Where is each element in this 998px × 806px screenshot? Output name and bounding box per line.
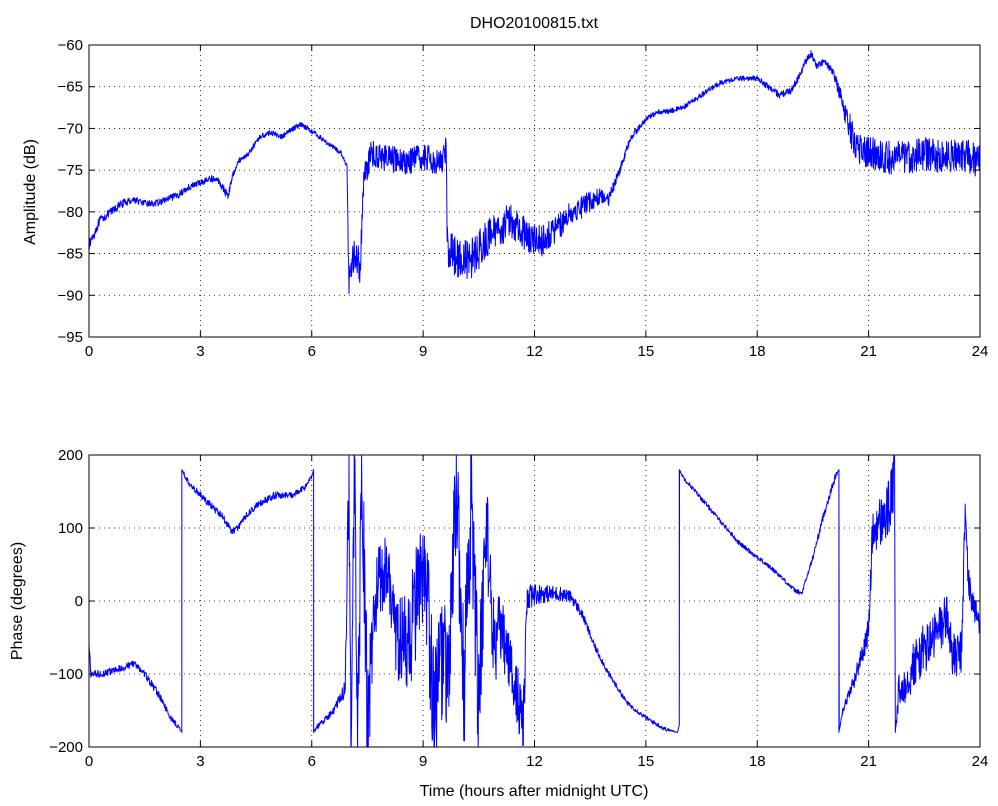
y-tick-label: −80 xyxy=(58,204,83,221)
x-tick-label: 12 xyxy=(526,343,543,360)
y-tick-label: −65 xyxy=(58,79,83,96)
x-tick-label: 18 xyxy=(749,343,766,360)
phase-axis-label: Phase (degrees) xyxy=(9,542,26,660)
x-tick-label: 0 xyxy=(85,753,93,770)
x-tick-label: 9 xyxy=(419,343,427,360)
chart-title: DHO20100815.txt xyxy=(470,15,599,32)
y-tick-label: 100 xyxy=(58,520,83,537)
amplitude-series-line xyxy=(88,49,981,295)
x-tick-label: 21 xyxy=(860,343,877,360)
x-tick-label: 3 xyxy=(196,343,204,360)
y-tick-label: −85 xyxy=(58,246,83,263)
phase-panel: 0 3 6 9 12 15 18 21 24 −200 −100 0 100 200 xyxy=(49,447,988,770)
y-tick-label: −95 xyxy=(58,329,83,346)
x-tick-label: 6 xyxy=(308,343,316,360)
y-tick-label: −60 xyxy=(58,37,83,54)
x-tick-label: 15 xyxy=(638,343,655,360)
x-tick-label: 21 xyxy=(860,753,877,770)
x-tick-label: 18 xyxy=(749,753,766,770)
x-tick-label: 24 xyxy=(972,343,989,360)
x-tick-label: 24 xyxy=(972,753,989,770)
y-tick-label: −90 xyxy=(58,287,83,304)
y-tick-label: −75 xyxy=(58,162,83,179)
y-tick-label: −70 xyxy=(58,120,83,137)
x-tick-label: 0 xyxy=(85,343,93,360)
x-tick-label: 9 xyxy=(419,753,427,770)
phase-series-line xyxy=(88,454,981,748)
x-tick-label: 6 xyxy=(308,753,316,770)
time-axis-label: Time (hours after midnight UTC) xyxy=(420,783,649,800)
y-tick-label: −200 xyxy=(49,739,83,756)
y-tick-label: 0 xyxy=(75,593,83,610)
x-tick-label: 12 xyxy=(526,753,543,770)
y-tick-label: −100 xyxy=(49,666,83,683)
x-tick-label: 15 xyxy=(638,753,655,770)
x-tick-label: 3 xyxy=(196,753,204,770)
amplitude-axis-label: Amplitude (dB) xyxy=(22,139,39,245)
amplitude-panel: 0 3 6 9 12 15 18 21 24 −95 −90 −85 −80 −75 −70 −65 −60 xyxy=(58,37,989,360)
y-tick-label: 200 xyxy=(58,447,83,464)
